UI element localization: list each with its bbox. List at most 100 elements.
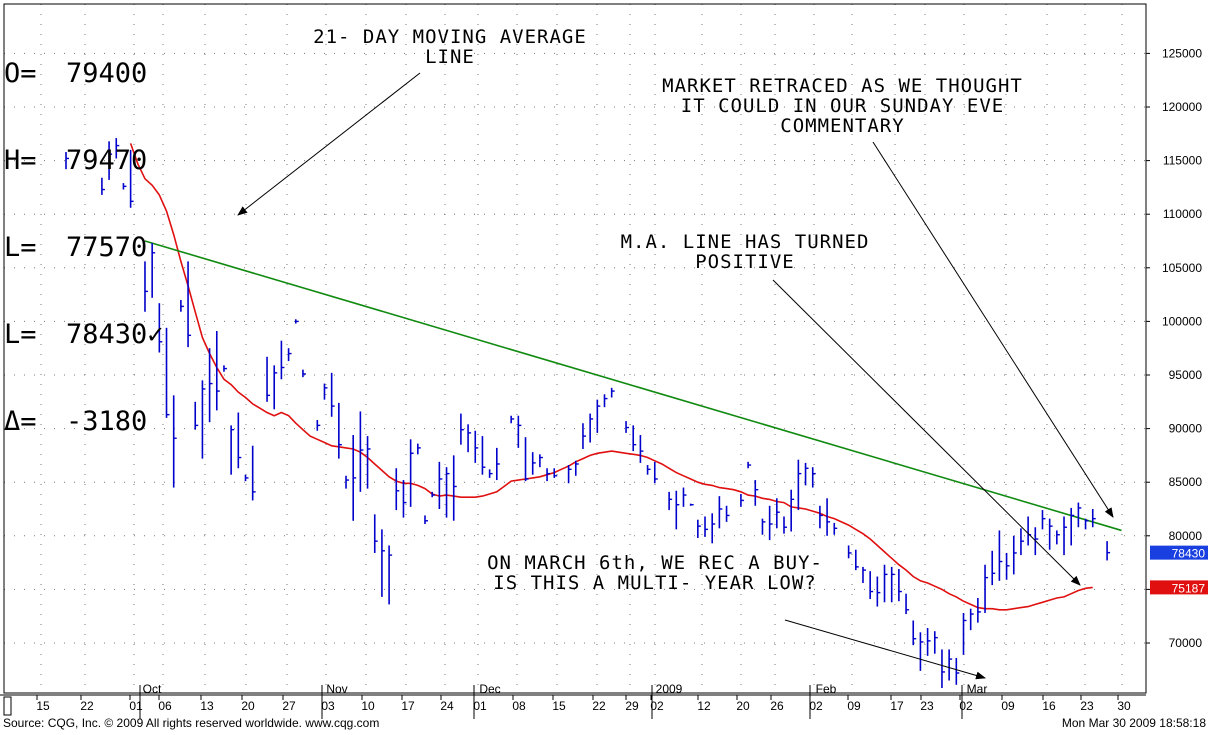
ohlc-bar (747, 461, 752, 469)
x-tick-label: 24 (440, 699, 454, 713)
ohlc-bar (244, 474, 249, 482)
ohlc-bar (826, 498, 831, 536)
ohlc-bar (316, 420, 321, 431)
ohlc-bar (890, 566, 895, 603)
trendline-layer (144, 240, 1122, 532)
ohlc-bar (345, 475, 350, 489)
ohlc-bar (395, 468, 400, 511)
ohlc-bar (1020, 528, 1024, 556)
ma-value-tag-label: 75187 (1172, 581, 1206, 595)
ohlc-bar (1084, 518, 1089, 530)
ohlc-bar (754, 480, 759, 506)
ohlc-bar (998, 530, 1003, 581)
ohlc-bar (445, 467, 450, 518)
annotation-arrow (872, 141, 1114, 518)
x-tick-label: 03 (321, 699, 335, 713)
x-month-label: Feb (816, 682, 837, 696)
ohlc-bar (115, 138, 120, 159)
x-tick-label: 08 (512, 699, 526, 713)
ohlc-bar (187, 261, 192, 348)
y-tick-label: 90000 (1169, 422, 1203, 436)
y-tick-label: 120000 (1162, 100, 1202, 114)
ohlc-bar (704, 516, 709, 537)
x-month-label: Dec (479, 682, 500, 696)
open-value: 79400 (66, 58, 148, 89)
ma-value-tag-box (1150, 580, 1208, 595)
ohlc-bar (208, 348, 213, 423)
ohlc-bar (122, 183, 127, 190)
ohlc-bar (323, 383, 328, 400)
ohlc-bar (237, 412, 242, 469)
x-month-label: Nov (326, 682, 347, 696)
annotation-arrows (237, 72, 1114, 680)
x-month-label: Mar (967, 682, 988, 696)
ohlc-bar (610, 387, 615, 398)
change-label: Δ= (4, 406, 37, 437)
ohlc-bar (653, 461, 658, 484)
low-label: L= (4, 232, 37, 263)
ohlc-bar (933, 631, 938, 654)
ohlc-bar (431, 491, 436, 498)
x-tick-label: 01 (129, 699, 143, 713)
open-row: O= 79400 (4, 59, 164, 88)
ohlc-bar (230, 425, 235, 475)
y-tick-label: 115000 (1163, 154, 1202, 168)
chart-timestamp: Mon Mar 30 2009 18:58:18 (1061, 716, 1206, 730)
x-tick-label: 26 (770, 699, 784, 713)
ohlc-bar (919, 632, 924, 671)
ohlc-bar (790, 489, 795, 532)
ohlc-bar (287, 348, 292, 362)
ohlc-bar (883, 564, 888, 603)
ohlc-bar (984, 564, 989, 613)
ohlc-readout: O= 79400 H= 79470 L= 77570 L= 78430✓ Δ= -3180 (4, 1, 164, 465)
last-value: 78430✓ (66, 319, 164, 350)
annotation-march-buy: ON MARCH 6th, WE REC A BUY- IS THIS A MU… (487, 552, 823, 594)
y-tick-label: 70000 (1169, 636, 1203, 650)
ohlc-bar (172, 395, 177, 488)
x-tick-label: 29 (625, 699, 639, 713)
y-tick-label: 105000 (1162, 261, 1202, 275)
x-tick-label: 23 (1080, 699, 1094, 713)
ohlc-bar (467, 424, 472, 453)
ohlc-bar (589, 413, 594, 443)
ohlc-bar (862, 566, 866, 583)
ohlc-bar (510, 415, 515, 424)
ohlc-bar (632, 425, 637, 452)
moving-average-layer (129, 143, 1093, 611)
ohlc-bar (926, 627, 931, 656)
chart-axes: 7000075000800008500090000950001000001050… (0, 3, 1208, 719)
ohlc-bar (517, 415, 522, 448)
ohlc-bar (1063, 516, 1068, 556)
annotation-arrow (784, 619, 986, 680)
ohlc-bar (668, 491, 673, 511)
ohlc-bar (955, 658, 960, 685)
ohlc-bar (740, 493, 744, 507)
ohlc-bar (574, 460, 579, 476)
source-credit: Source: CQG, Inc. © 2009 All rights rese… (3, 716, 380, 730)
last-row: L= 78430✓ (4, 320, 164, 349)
annotation-market-retraced: MARKET RETRACED AS WE THOUGHT IT COULD I… (662, 75, 1023, 137)
change-row: Δ= -3180 (4, 407, 164, 436)
ohlc-bar (854, 549, 859, 571)
ohlc-bar (596, 399, 601, 433)
y-tick-label: 95000 (1169, 368, 1203, 382)
x-month-label: Oct (143, 682, 162, 696)
ohlc-bar (158, 303, 163, 353)
ohlc-bar (302, 369, 306, 378)
ohlc-bar (424, 515, 428, 525)
ohlc-bar (768, 505, 773, 541)
ohlc-bar (553, 468, 558, 478)
x-tick-label: 09 (847, 699, 861, 713)
ohlc-bar (531, 452, 536, 475)
ohlc-bar (905, 593, 910, 615)
x-tick-label: 16 (1042, 699, 1056, 713)
ohlc-bar (977, 597, 981, 623)
y-tick-label: 80000 (1169, 529, 1203, 543)
ohlc-bar (1048, 518, 1053, 550)
ohlc-bar (941, 649, 945, 689)
ohlc-bar (567, 465, 572, 484)
change-value: -3180 (66, 406, 148, 437)
ohlc-bar (165, 327, 170, 418)
ohlc-bar (948, 649, 953, 681)
ohlc-bar (381, 529, 385, 597)
